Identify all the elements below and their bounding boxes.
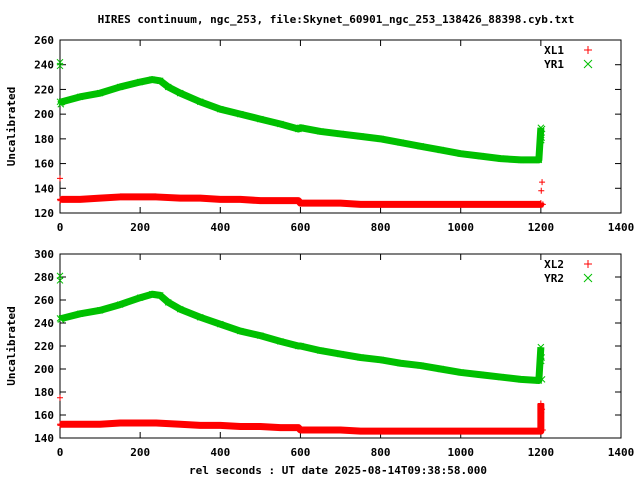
y-tick-label: 240 — [34, 59, 54, 72]
y-tick-label: 160 — [34, 409, 54, 422]
y-tick-label: 280 — [34, 271, 54, 284]
y-tick-label: 200 — [34, 363, 54, 376]
upper-panel: 120 140 160 180 200 220 240 260 0 200 400 600 800 100… — [5, 34, 634, 234]
x-tick-label: 1000 — [447, 446, 474, 459]
y-tick-label: 260 — [34, 294, 54, 307]
series-xl2 — [57, 394, 546, 435]
x-tick-label: 200 — [130, 221, 150, 234]
y-tick-label: 300 — [34, 248, 54, 261]
y-tick-label: 180 — [34, 133, 54, 146]
data-point — [539, 179, 546, 186]
data-point — [57, 394, 63, 401]
y-tick-label: 140 — [34, 182, 54, 195]
lower-panel: 140 160 180 200 220 240 260 280 300 0 200 400 600 800… — [5, 248, 634, 459]
x-tick-label: 0 — [57, 221, 64, 234]
series-yr1 — [56, 58, 546, 164]
series-xl1 — [57, 175, 546, 208]
x-tick-label: 1400 — [608, 446, 635, 459]
x-tick-label: 200 — [130, 446, 150, 459]
x-tick-label: 1200 — [528, 446, 555, 459]
y-tick-label: 260 — [34, 34, 54, 47]
y-axis-label: Uncalibrated — [5, 87, 18, 166]
legend-label: YR2 — [544, 272, 564, 285]
x-tick-label: 600 — [290, 221, 310, 234]
y-tick-label: 200 — [34, 108, 54, 121]
data-point — [538, 187, 545, 194]
data-point — [57, 175, 63, 182]
x-tick-label: 1200 — [528, 221, 555, 234]
y-tick-label: 160 — [34, 158, 54, 171]
series-trace — [58, 403, 545, 435]
legend-label: XL2 — [544, 258, 564, 271]
plot-frame — [59, 39, 622, 214]
legend-marker — [583, 59, 593, 69]
chart-title: HIRES continuum, ngc_253, file:Skynet_60… — [98, 13, 575, 26]
data-point — [56, 277, 64, 284]
y-tick-label: 220 — [34, 83, 54, 96]
y-axis-label: Uncalibrated — [5, 306, 18, 385]
series-trace — [58, 290, 545, 384]
plot-frame — [59, 253, 622, 439]
x-tick-label: 600 — [290, 446, 310, 459]
x-tick-label: 1400 — [608, 221, 635, 234]
y-tick-label: 220 — [34, 340, 54, 353]
series-trace — [58, 193, 545, 208]
legend-label: XL1 — [544, 44, 564, 57]
y-tick-label: 120 — [34, 207, 54, 220]
x-tick-label: 800 — [371, 221, 391, 234]
legend-marker — [583, 273, 593, 283]
y-tick-label: 240 — [34, 317, 54, 330]
series-trace — [57, 76, 545, 164]
x-tick-label: 800 — [371, 446, 391, 459]
legend-label: YR1 — [544, 58, 564, 71]
legend-marker — [584, 46, 592, 54]
x-tick-label: 400 — [210, 446, 230, 459]
data-point — [56, 62, 64, 70]
series-yr2 — [56, 272, 546, 384]
y-tick-label: 180 — [34, 386, 54, 399]
legend-marker — [584, 260, 592, 268]
x-tick-label: 400 — [210, 221, 230, 234]
x-tick-label: 1000 — [447, 221, 474, 234]
x-axis-label: rel seconds : UT date 2025-08-14T09:38:5… — [189, 464, 487, 477]
x-tick-label: 0 — [57, 446, 64, 459]
y-tick-label: 140 — [34, 432, 54, 445]
